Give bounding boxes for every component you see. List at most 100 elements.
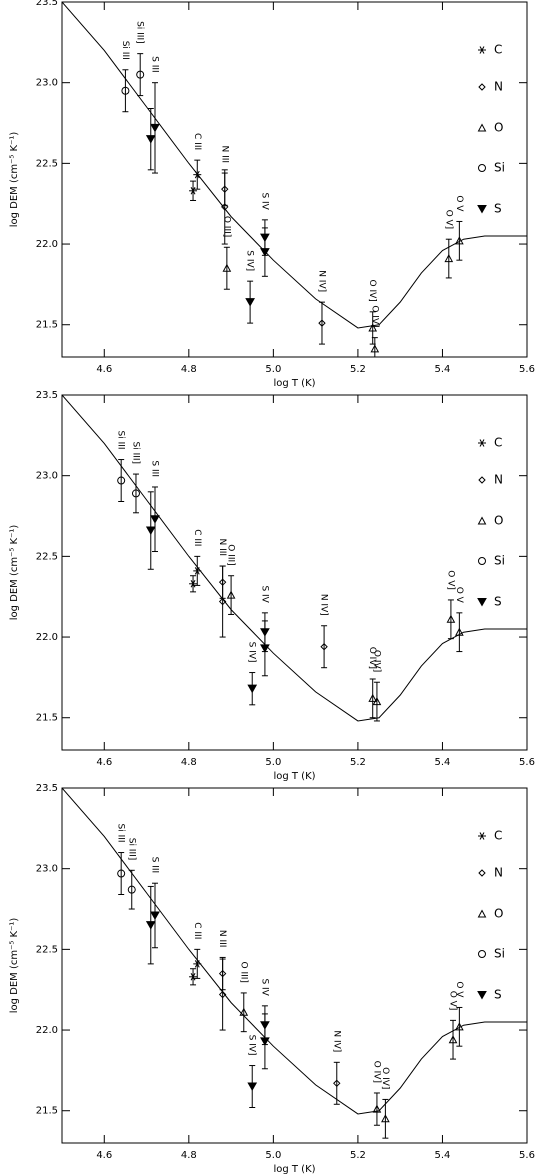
legend-symbol (478, 439, 486, 447)
marker (127, 885, 136, 894)
marker (222, 263, 232, 272)
legend-symbol (478, 832, 486, 840)
marker (193, 960, 202, 968)
error-bar (223, 246, 230, 290)
legend-label: N (494, 866, 503, 880)
y-tick-label: 23.0 (36, 864, 58, 875)
y-tick-label: 22.0 (36, 239, 58, 250)
marker (218, 990, 227, 999)
panel: 4.6 4.8 5.0 5.2 5.4 5.6 21.5 22.0 22.5 23.0 23.5 lo… (9, 0, 535, 389)
x-tick-label: 5.4 (435, 1150, 451, 1161)
error-bar (128, 869, 135, 910)
line-label: O III] (238, 962, 248, 983)
model-curve (62, 395, 527, 722)
error-bar (382, 1098, 389, 1139)
line-label: Si III (116, 823, 126, 842)
legend-label: Si (494, 161, 505, 175)
x-tick-label: 5.6 (519, 757, 535, 768)
line-label: Si III] (126, 838, 136, 861)
legend-symbol (477, 123, 487, 132)
x-tick-label: 4.8 (181, 757, 197, 768)
line-label: N III (219, 145, 229, 163)
marker (455, 1022, 464, 1031)
error-bar (373, 1092, 380, 1126)
x-tick-label: 5.2 (350, 364, 366, 375)
line-label: O III] (221, 216, 231, 237)
legend-label: O (494, 121, 503, 135)
y-axis-label: log DEM (cm⁻⁵ K⁻¹) (9, 918, 20, 1014)
y-axis-label: log DEM (cm⁻⁵ K⁻¹) (9, 525, 20, 621)
marker (221, 203, 229, 211)
line-label: O V (454, 981, 464, 998)
marker-stroke (479, 46, 485, 54)
legend-symbol (478, 46, 486, 54)
line-label: S III (150, 857, 160, 874)
marker (448, 1035, 458, 1044)
y-tick-label: 21.5 (36, 1106, 58, 1117)
line-label: C III (192, 922, 202, 939)
y-tick-label: 21.5 (36, 320, 58, 331)
error-bar (371, 337, 378, 357)
y-tick-label: 23.0 (36, 471, 58, 482)
x-tick-label: 5.0 (265, 757, 281, 768)
marker (372, 1104, 382, 1113)
error-bar (137, 53, 144, 97)
error-bar (122, 69, 129, 113)
marker (121, 86, 130, 95)
x-tick-label: 5.4 (435, 364, 451, 375)
y-tick-label: 22.5 (36, 158, 58, 169)
plot-frame (61, 1, 528, 358)
marker (226, 590, 236, 599)
marker (189, 580, 198, 588)
y-axis-label: log DEM (cm⁻⁵ K⁻¹) (9, 132, 20, 228)
line-label: O IV] (367, 280, 377, 302)
y-tick-label: 22.5 (36, 944, 58, 955)
line-label: O V] (448, 991, 458, 1011)
marker (150, 911, 160, 920)
marker (239, 1007, 249, 1016)
x-tick-label: 4.6 (96, 364, 112, 375)
marker (131, 489, 140, 498)
marker (145, 921, 156, 930)
error-bar (228, 575, 235, 615)
model-curve (62, 788, 527, 1115)
y-tick-label: 23.0 (36, 78, 58, 89)
x-tick-label: 5.4 (435, 757, 451, 768)
line-label: S III (150, 56, 160, 73)
legend-symbol (477, 598, 487, 607)
marker (372, 697, 382, 706)
marker (189, 187, 198, 195)
line-label: Si III] (135, 21, 145, 44)
legend-symbol (477, 205, 487, 214)
marker (455, 627, 464, 636)
x-tick-label: 4.6 (96, 757, 112, 768)
legend-label: C (494, 829, 502, 843)
x-tick-label: 5.2 (350, 1150, 366, 1161)
line-label: O V] (443, 210, 453, 230)
line-label: Si III (116, 430, 126, 449)
x-tick-label: 4.6 (96, 1150, 112, 1161)
line-label: O IV] (380, 1067, 390, 1089)
legend-label: S (494, 595, 502, 609)
x-axis-label: log T (K) (273, 378, 315, 389)
line-label: O IV] (367, 647, 377, 669)
legend-label: O (494, 907, 503, 921)
line-label: Si III] (130, 442, 140, 465)
marker-stroke (194, 960, 200, 968)
model-curve (62, 2, 527, 329)
marker (381, 1114, 390, 1123)
line-label: Si III (120, 41, 130, 60)
line-label: O IV] (369, 305, 379, 327)
error-bar (118, 852, 125, 895)
marker-stroke (479, 832, 485, 840)
legend-label: S (494, 988, 502, 1002)
error-bar (333, 1061, 340, 1105)
marker-stroke (190, 187, 196, 195)
line-label: N III (217, 930, 227, 948)
marker-stroke (194, 170, 200, 179)
plot-frame (61, 787, 528, 1144)
marker (150, 515, 160, 524)
marker (247, 1082, 258, 1092)
error-bar (456, 612, 463, 653)
